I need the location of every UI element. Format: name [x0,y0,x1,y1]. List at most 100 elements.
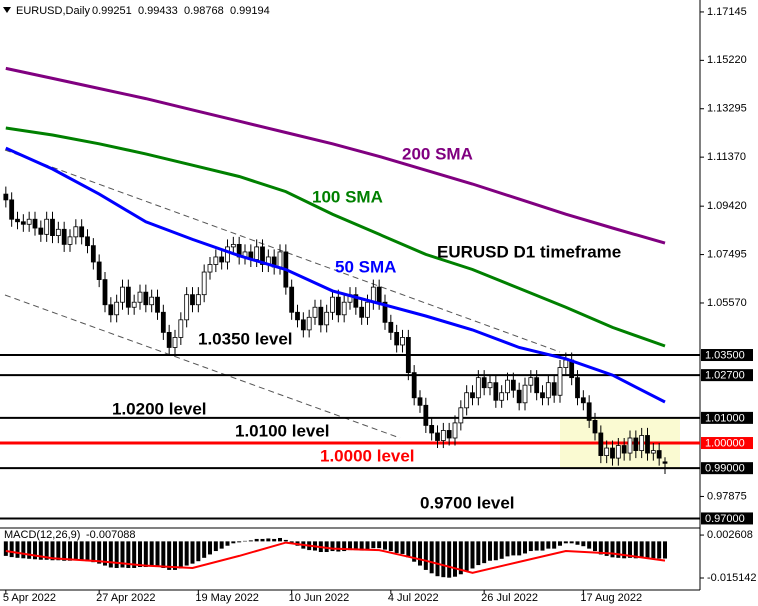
macd-bar [62,541,67,561]
sma-label: 100 SMA [312,187,383,206]
candle-body [534,377,540,394]
macd-bar [429,541,434,574]
macd-bar [639,541,644,558]
y-tick-label: -0.015142 [707,572,757,584]
macd-bar [499,541,504,559]
candle-body [545,382,551,399]
candle-body [195,294,201,306]
candle-body [50,218,55,236]
candle-body [470,392,475,399]
macd-bar [657,541,662,559]
macd-bar [359,541,364,551]
candle-body [522,384,528,404]
x-tick-label: 4 Jul 2022 [388,592,439,604]
macd-bar [528,541,533,552]
macd-bar [260,538,265,542]
candle-body [166,331,172,348]
candle-body [388,321,394,333]
macd-bar [120,541,125,568]
candle-body [417,397,423,406]
candle-body [312,306,318,318]
macd-bar [388,541,393,552]
macd-bar [324,541,329,553]
candle-body [44,218,50,235]
level-label-box [701,437,753,450]
level-label-box [701,462,753,475]
macd-bar [493,541,498,561]
candle-body [400,337,405,346]
candle-body [510,379,516,391]
macd-bar [79,541,84,561]
macd-bar [464,541,469,571]
macd-bar [237,541,242,543]
macd-bar [132,541,137,568]
macd-bar [447,541,452,578]
level-label-box [701,411,753,424]
candle-body [160,311,166,333]
macd-bar [563,541,568,544]
macd-bar [155,541,160,567]
candle-body [102,279,108,306]
candle-body [318,306,324,326]
candle-body [96,261,102,280]
candle-body [353,294,359,308]
candle-body [32,218,38,229]
candle-body [662,461,668,464]
macd-bar [423,541,428,570]
macd-bar [476,541,481,566]
candle-body [440,430,446,441]
macd-bar [184,541,189,566]
candle-body [219,256,225,263]
candle-body [230,243,236,248]
macd-bar [143,541,148,568]
candle-body [277,251,283,268]
macd-bar [575,541,580,545]
macd-bar [213,541,218,552]
candle-body [324,311,330,326]
macd-bar [167,541,172,570]
macd-bar [21,541,26,559]
candle-body [429,425,435,434]
macd-bar [470,541,475,569]
macd-bar [15,541,20,558]
candle-body [627,437,633,454]
macd-bar [85,541,90,562]
level-label: 1.01000 [705,412,745,424]
macd-bar [9,541,14,558]
candle-body [645,435,650,454]
candle-body [295,311,300,321]
sma-line [5,66,666,245]
annotation: 1.0000 level [320,446,415,465]
y-tick-label: 1.09420 [707,200,747,212]
ohlc-high: 0.99433 [138,5,178,17]
candle-body [26,218,32,225]
level-label: 1.00000 [705,437,745,449]
macd-bar [552,541,557,549]
channel-line [4,294,401,439]
macd-bar [581,541,586,547]
sma-line [5,146,666,404]
level-label: 0.97000 [705,513,745,525]
macd-bar [616,541,621,558]
candle-body [458,407,464,424]
x-tick-label: 27 Apr 2022 [96,592,155,604]
macd-bar [103,541,107,566]
sma-label: 200 SMA [402,144,473,163]
macd-bar [482,541,487,564]
candle-body [499,392,505,401]
macd-bar [394,541,399,553]
macd-bar [161,541,166,568]
candle-body [359,306,365,318]
x-tick-label: 19 May 2022 [195,592,259,604]
candle-body [9,199,15,220]
y-tick-label: 0.97875 [707,490,747,502]
candle-body [85,236,90,247]
macd-title: MACD(12,26,9) [4,529,80,541]
annotation: 1.0350 level [198,329,293,348]
macd-bar [517,541,522,556]
macd-bar [523,541,527,554]
candle-body [225,246,230,263]
candle-body [487,382,493,389]
y-tick-label: 1.05570 [707,297,747,309]
macd-bar [598,541,603,555]
